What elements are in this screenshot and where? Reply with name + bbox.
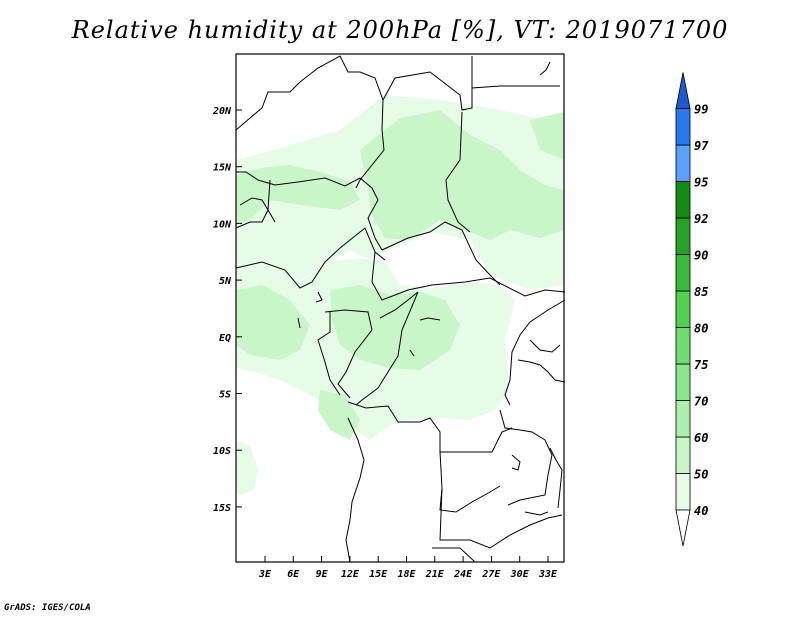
humidity-shading — [330, 285, 460, 370]
colorbar-label: 50 — [694, 468, 708, 482]
colorbar-segment — [675, 254, 691, 292]
lon-label: 9E — [316, 569, 329, 580]
colorbar-label: 99 — [694, 103, 708, 117]
colorbar-segment — [675, 436, 691, 474]
humidity-shading — [530, 112, 564, 160]
colorbar-bottom-arrow — [675, 509, 691, 547]
map-frame — [235, 53, 565, 563]
colorbar-segment — [675, 400, 691, 438]
lon-label: 18E — [397, 569, 416, 580]
colorbar-segment — [675, 217, 691, 255]
colorbar-segment — [675, 290, 691, 328]
humidity-shading — [236, 285, 310, 360]
lon-label: 27E — [481, 569, 501, 580]
humidity-shading — [236, 440, 258, 495]
colorbar-top-arrow — [675, 72, 691, 109]
colorbar-label: 75 — [694, 358, 708, 372]
colorbar-segment — [675, 181, 691, 219]
lat-label: EQ — [219, 333, 231, 344]
colorbar-label: 80 — [694, 322, 708, 336]
lat-label: 15S — [213, 503, 231, 514]
chart-title: Relative humidity at 200hPa [%], VT: 201… — [71, 16, 729, 44]
lat-label: 5S — [219, 390, 231, 401]
grads-credit: GrADS: IGES/COLA — [4, 603, 91, 613]
humidity-field — [236, 95, 564, 495]
lon-label: 30E — [510, 569, 530, 580]
lon-label: 15E — [369, 569, 388, 580]
colorbar-label: 40 — [694, 504, 708, 518]
colorbar-label: 60 — [694, 431, 708, 445]
lon-label: 21E — [425, 569, 445, 580]
lat-label: 5N — [219, 276, 232, 287]
colorbar-label: 70 — [694, 395, 708, 409]
colorbar-segment — [675, 327, 691, 365]
lon-label: 33E — [538, 569, 558, 580]
colorbar-label: 85 — [694, 285, 708, 299]
colorbar-segment — [675, 363, 691, 401]
colorbar-segment — [675, 144, 691, 182]
lon-label: 3E — [258, 569, 272, 580]
colorbar-label: 90 — [694, 249, 708, 263]
humidity-shading — [360, 110, 564, 240]
country-borders — [235, 55, 566, 563]
colorbar-label: 97 — [694, 139, 709, 153]
latitude-axis: 20N 15N 10N 5N EQ 5S 10S 15S — [212, 106, 242, 514]
lat-label: 20N — [212, 106, 232, 117]
colorbar-segment — [675, 108, 691, 146]
lat-label: 10S — [213, 446, 231, 457]
lon-label: 6E — [287, 569, 300, 580]
lat-label: 10N — [213, 219, 232, 230]
colorbar-label: 95 — [694, 176, 708, 190]
lon-label: 12E — [341, 569, 360, 580]
lon-label: 24E — [453, 569, 473, 580]
longitude-axis: 3E 6E 9E 12E 15E 18E 21E 24E 27E 30E 33E — [258, 556, 558, 580]
colorbar-segment — [675, 473, 691, 511]
lat-label: 15N — [213, 163, 232, 174]
colorbar: 40 50 60 70 75 80 85 90 92 95 97 99 — [675, 72, 709, 547]
colorbar-label: 92 — [694, 212, 708, 226]
